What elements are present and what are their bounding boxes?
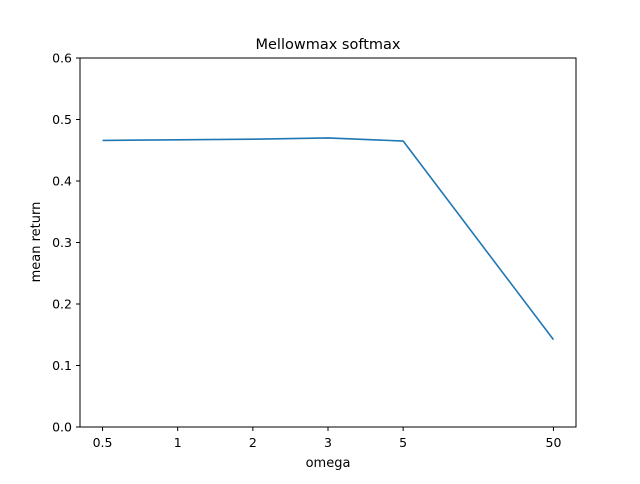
y-tick-label: 0.5 <box>52 112 72 127</box>
y-tick-label: 0.6 <box>52 51 72 66</box>
x-tick-label: 0.5 <box>93 435 113 450</box>
y-tick-label: 0.0 <box>52 420 72 435</box>
x-tick-label: 2 <box>249 435 257 450</box>
y-tick-label: 0.4 <box>52 174 72 189</box>
x-tick-label: 3 <box>324 435 332 450</box>
x-tick-label: 1 <box>174 435 182 450</box>
y-tick-label: 0.3 <box>52 235 72 250</box>
y-axis-label: mean return <box>29 202 44 283</box>
x-tick-label: 50 <box>546 435 562 450</box>
chart-title: Mellowmax softmax <box>256 37 401 53</box>
x-axis-label: omega <box>306 456 351 471</box>
y-tick-label: 0.2 <box>52 297 72 312</box>
x-tick-label: 5 <box>399 435 407 450</box>
y-tick-label: 0.1 <box>52 358 72 373</box>
plot-frame <box>79 57 577 428</box>
series-line <box>102 137 555 341</box>
plot-area: 0.0 0.1 0.2 0.3 0.4 0.5 0.6 0.5 1 2 3 5 50 <box>52 51 577 450</box>
